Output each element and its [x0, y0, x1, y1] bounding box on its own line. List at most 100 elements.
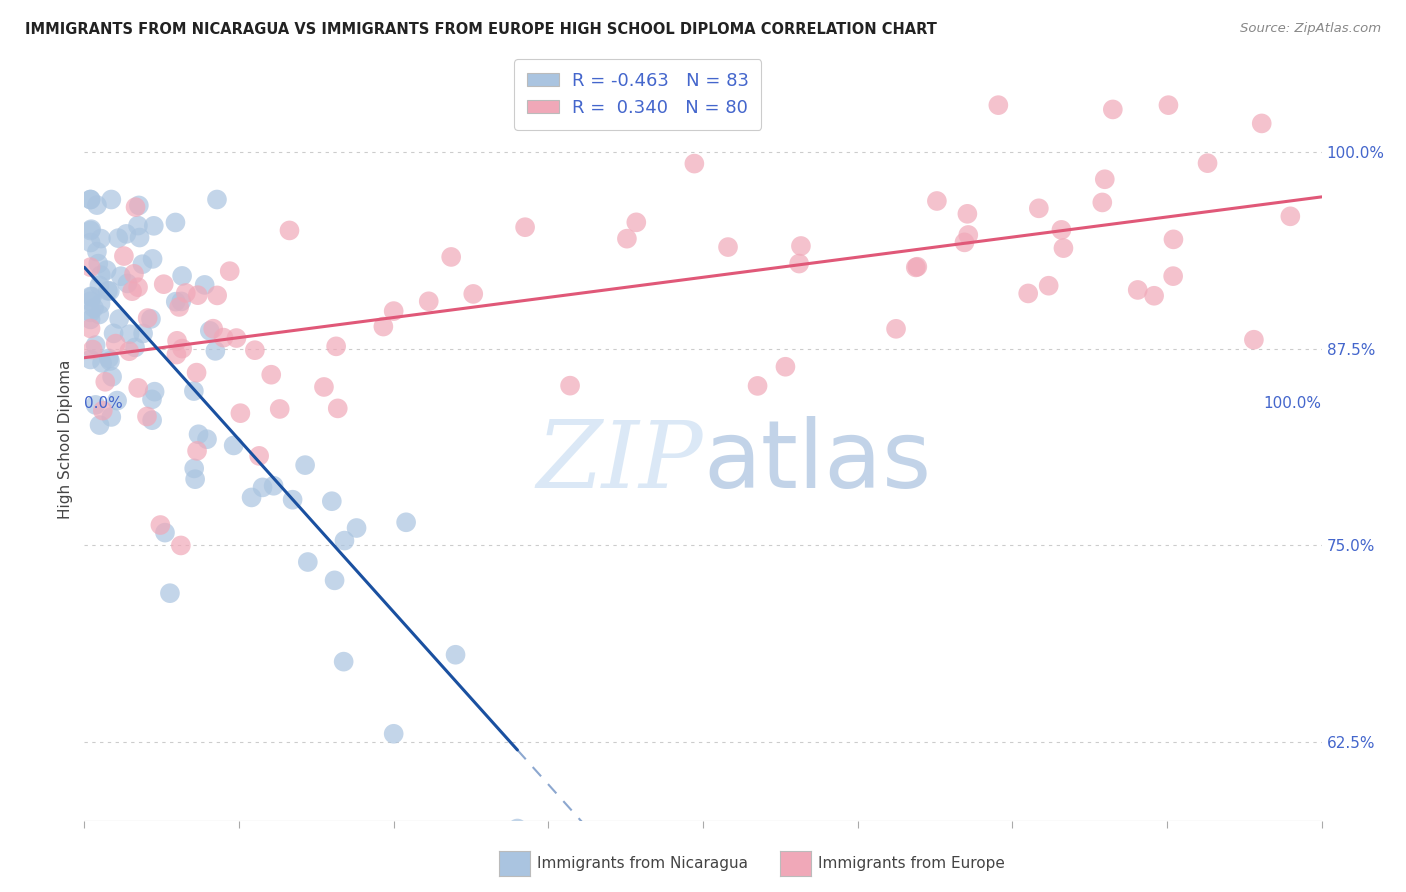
Point: [333, 533, 356, 548]
Point: [105, 393, 128, 408]
Point: [128, 230, 150, 244]
Point: [98, 354, 121, 368]
Point: [100, 409, 122, 424]
Point: [225, 331, 247, 345]
Point: [346, 521, 368, 535]
Point: [229, 406, 252, 420]
Point: [90, 268, 112, 283]
Point: [90, 297, 112, 311]
Point: [202, 321, 225, 335]
Legend: R = -0.463   N = 83, R =  0.340   N = 80: R = -0.463 N = 83, R = 0.340 N = 80: [515, 60, 762, 129]
Point: [104, 336, 127, 351]
Point: [1157, 98, 1180, 112]
Point: [263, 479, 285, 493]
Point: [87, 257, 110, 271]
Point: [247, 449, 270, 463]
Point: [149, 518, 172, 533]
Point: [170, 538, 193, 552]
Point: [440, 250, 463, 264]
Point: [89, 418, 111, 433]
Point: [1163, 232, 1185, 246]
Point: [1243, 333, 1265, 347]
Point: [167, 300, 190, 314]
Point: [297, 555, 319, 569]
Point: [97, 284, 120, 298]
Point: [83, 301, 105, 315]
Point: [1101, 103, 1123, 117]
Point: [79, 305, 101, 319]
Text: atlas: atlas: [703, 417, 931, 508]
Point: [142, 219, 165, 233]
Point: [112, 249, 135, 263]
Point: [100, 193, 122, 207]
Point: [101, 369, 124, 384]
Point: [395, 516, 418, 530]
Point: [183, 384, 205, 398]
Point: [165, 294, 187, 309]
Point: [117, 277, 139, 291]
Point: [198, 324, 221, 338]
Point: [91, 356, 114, 370]
Point: [136, 311, 159, 326]
Point: [1279, 210, 1302, 224]
Point: [252, 480, 274, 494]
Point: [1052, 241, 1074, 255]
Point: [790, 239, 813, 253]
Point: [118, 344, 141, 359]
Point: [1143, 289, 1166, 303]
Point: [165, 347, 187, 361]
Point: [79, 312, 101, 326]
Point: [79, 223, 101, 237]
Point: [79, 260, 101, 274]
Point: [616, 232, 638, 246]
Point: [124, 200, 146, 214]
Point: [925, 194, 948, 208]
Point: [747, 379, 769, 393]
Point: [332, 655, 354, 669]
Point: [143, 384, 166, 399]
Point: [174, 285, 197, 300]
Point: [98, 284, 121, 298]
Point: [103, 326, 125, 341]
Point: [131, 257, 153, 271]
Point: [312, 380, 335, 394]
Point: [626, 215, 648, 229]
Point: [269, 401, 291, 416]
Point: [127, 219, 149, 233]
Point: [195, 432, 218, 446]
Point: [1250, 116, 1272, 130]
Point: [218, 264, 240, 278]
Point: [278, 223, 301, 237]
Point: [139, 312, 162, 326]
Point: [513, 220, 536, 235]
Point: [717, 240, 740, 254]
Point: [82, 343, 104, 357]
Point: [79, 235, 101, 250]
Point: [186, 443, 208, 458]
Text: Immigrants from Nicaragua: Immigrants from Nicaragua: [537, 856, 748, 871]
Point: [183, 461, 205, 475]
Text: 0.0%: 0.0%: [84, 396, 124, 411]
Point: [86, 244, 108, 259]
Point: [775, 359, 797, 374]
Point: [115, 227, 138, 241]
Point: [153, 525, 176, 540]
Point: [222, 438, 245, 452]
Point: [91, 403, 114, 417]
Point: [463, 287, 485, 301]
Point: [260, 368, 283, 382]
Point: [683, 156, 706, 170]
Point: [172, 268, 194, 283]
Point: [323, 574, 346, 588]
Point: [108, 312, 131, 326]
Point: [142, 252, 165, 266]
Point: [141, 413, 163, 427]
Point: [80, 222, 103, 236]
Point: [987, 98, 1010, 112]
Point: [107, 231, 129, 245]
Text: Source: ZipAtlas.com: Source: ZipAtlas.com: [1240, 22, 1381, 36]
Point: [124, 340, 146, 354]
Point: [79, 193, 101, 207]
Point: [166, 334, 188, 348]
Point: [212, 330, 235, 344]
